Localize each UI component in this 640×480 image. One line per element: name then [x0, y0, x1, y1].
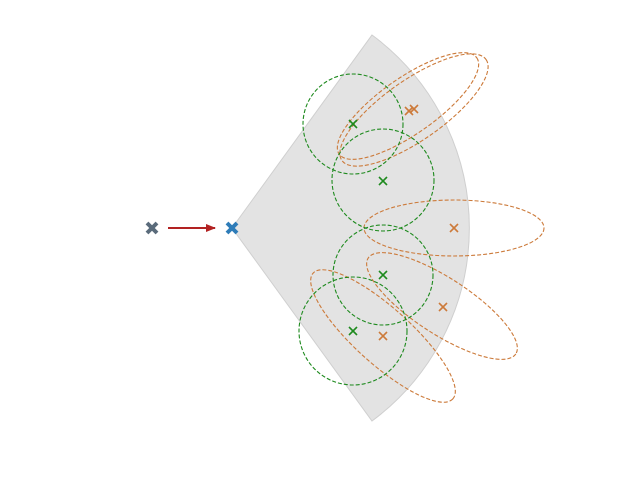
- orange-landmark-x-icon: [438, 302, 448, 312]
- orange-landmark-x-icon: [378, 331, 388, 341]
- orange-landmark-x-icon: [404, 106, 414, 116]
- orange-uncertainty-ellipse: [339, 53, 489, 167]
- previous-pose-x-icon: [145, 221, 159, 235]
- green-landmark-x-icon: [378, 270, 388, 280]
- green-uncertainty-circle: [298, 276, 408, 386]
- green-uncertainty-circle: [302, 73, 404, 175]
- green-uncertainty-circle: [331, 128, 435, 232]
- orange-marker-group: [378, 104, 459, 341]
- sensor-fov-wedge: [231, 34, 470, 422]
- green-landmark-x-icon: [378, 176, 388, 186]
- green-landmark-x-icon: [348, 119, 358, 129]
- orange-landmark-x-icon: [449, 223, 459, 233]
- current-pose-x-icon: [225, 221, 239, 235]
- green-marker-group: [348, 119, 388, 336]
- orange-ellipse-group: [310, 52, 545, 403]
- green-landmark-x-icon: [348, 326, 358, 336]
- orange-uncertainty-ellipse: [310, 269, 456, 403]
- orange-uncertainty-ellipse: [363, 199, 545, 257]
- green-ellipse-group: [298, 73, 435, 386]
- green-uncertainty-circle: [332, 224, 434, 326]
- orange-landmark-x-icon: [409, 104, 419, 114]
